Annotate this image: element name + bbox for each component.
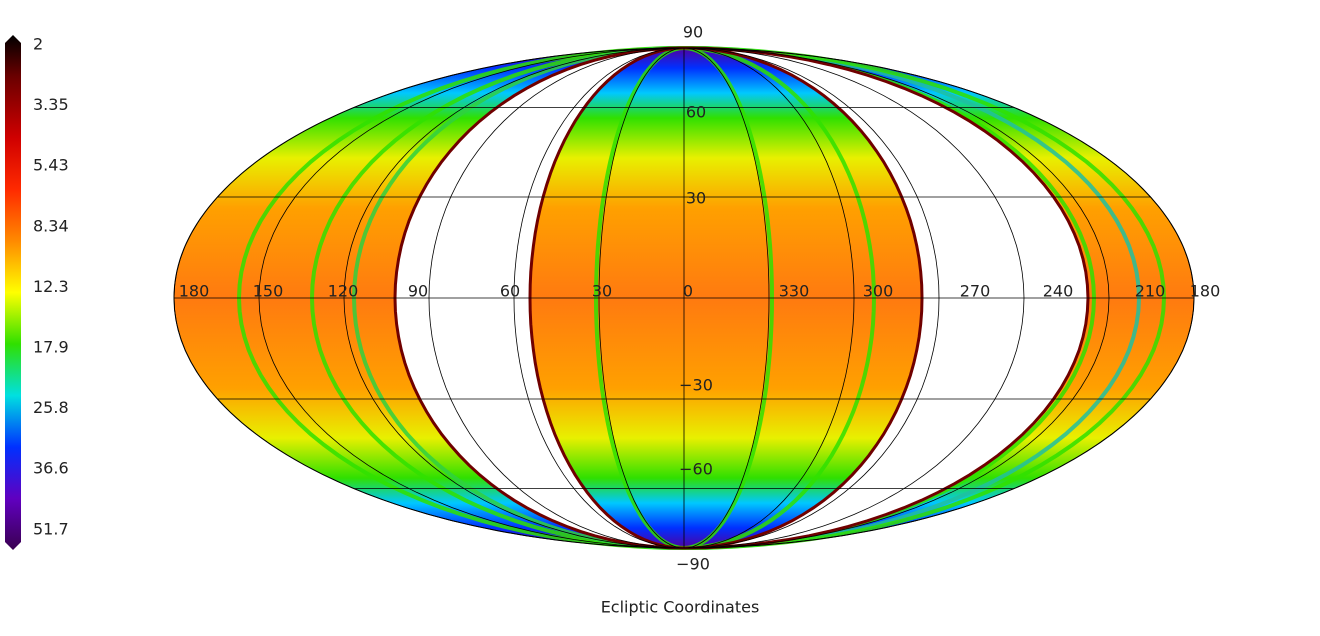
latitude-label: −90 — [676, 555, 710, 574]
longitude-label: 60 — [500, 282, 520, 301]
longitude-label: 240 — [1043, 282, 1074, 301]
colorbar-label: 36.6 — [33, 459, 69, 478]
longitude-label: 150 — [253, 282, 284, 301]
longitude-label: 0 — [683, 282, 693, 301]
longitude-label: 270 — [960, 282, 991, 301]
colorbar-label: 2 — [33, 35, 43, 54]
caption: Ecliptic Coordinates — [601, 598, 760, 617]
longitude-label: 90 — [408, 282, 428, 301]
colorbar-label: 5.43 — [33, 156, 69, 175]
latitude-label: 60 — [686, 103, 706, 122]
labels: 2 3.35 5.43 8.34 12.3 17.9 25.8 36.6 51.7 180 150 1… — [33, 23, 1220, 617]
longitude-label: 300 — [863, 282, 894, 301]
colorbar-label: 17.9 — [33, 338, 69, 357]
longitude-label: 330 — [779, 282, 810, 301]
longitude-label: 180 — [179, 282, 210, 301]
colorbar-label: 51.7 — [33, 519, 69, 538]
colorbar-label: 8.34 — [33, 216, 69, 235]
latitude-label: 30 — [686, 189, 706, 208]
latitude-label: 90 — [683, 23, 703, 42]
longitude-label: 180 — [1190, 282, 1221, 301]
latitude-label: −60 — [679, 460, 713, 479]
colorbar-label: 3.35 — [33, 95, 69, 114]
colorbar — [5, 35, 21, 550]
colorbar-label: 25.8 — [33, 398, 69, 417]
longitude-label: 120 — [328, 282, 359, 301]
colorbar-label: 12.3 — [33, 277, 69, 296]
mollweide-map — [173, 46, 1195, 550]
latitude-label: −30 — [679, 376, 713, 395]
longitude-label: 30 — [592, 282, 612, 301]
map-border — [173, 47, 1195, 549]
longitude-label: 210 — [1135, 282, 1166, 301]
